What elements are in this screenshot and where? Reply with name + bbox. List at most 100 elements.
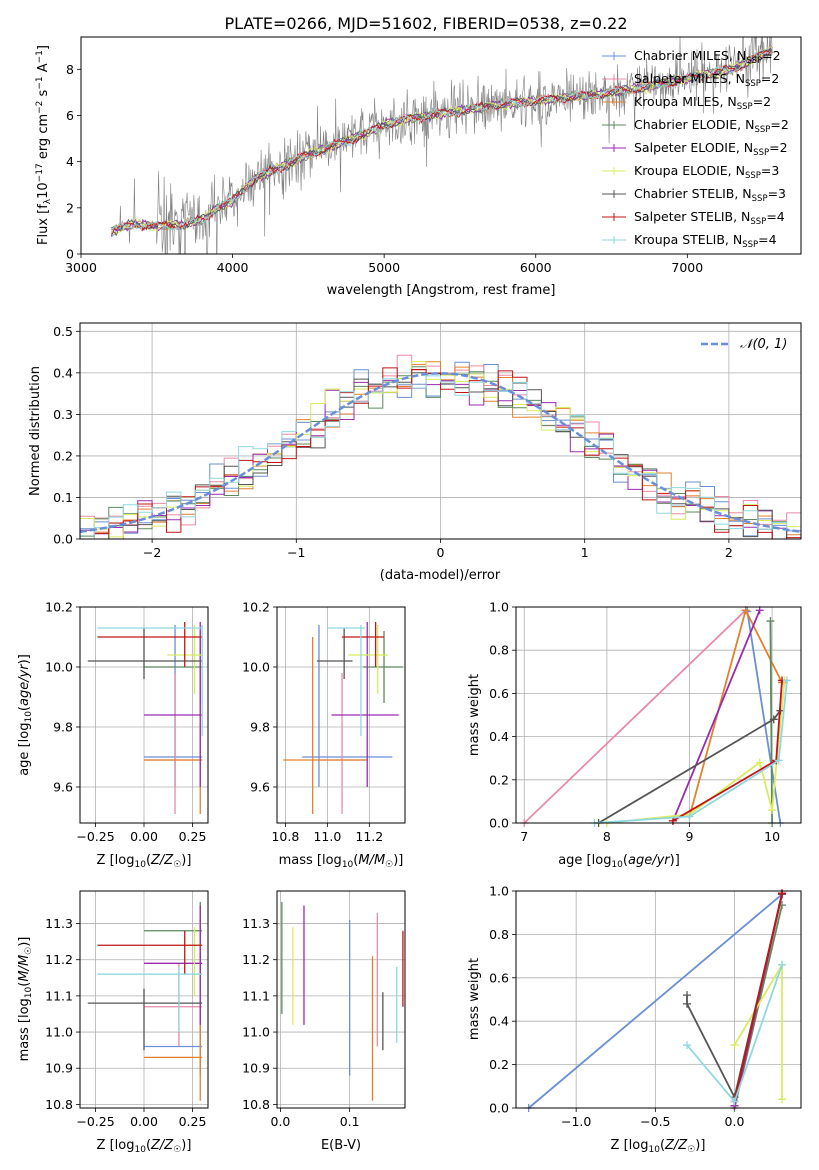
weight-marker-chabrier-elodie — [766, 617, 775, 626]
legend-entry-chabrier-miles: Chabrier MILES, NSSP=2 — [634, 48, 781, 66]
legend-subscript: SSP — [754, 125, 770, 135]
ebv-mass-plot: 0.0 0.1 10.8 10.9 11.0 11.1 11.2 11.3 E(B-V) — [242, 890, 406, 1153]
y-tick-label: 0.2 — [489, 1057, 509, 1072]
y-tick-label: 1.0 — [489, 600, 509, 615]
x-tick-label: 0.00 — [130, 1114, 158, 1129]
y-tick-label: 11.3 — [242, 916, 270, 931]
y-tick-label: 10.9 — [45, 1061, 73, 1076]
y-tick-label: 0.4 — [489, 729, 509, 744]
weight-marker-kroupa-stelib — [778, 960, 786, 969]
y-tick-label: 10.0 — [242, 660, 270, 675]
weight-line-salpeter-stelib — [733, 892, 783, 1102]
z-weight-plot: −1.0 −0.5 0.0 0.0 0.2 0.4 0.6 0.8 1.0 Z [log10(Z… — [467, 884, 802, 1155]
weight-marker-kroupa-stelib — [730, 1097, 739, 1106]
x-tick-label: 0.0 — [725, 1114, 745, 1129]
y-tick-label: 0.1 — [53, 490, 73, 505]
x-tick-label: 0.25 — [179, 1114, 207, 1129]
spectrum-xlabel: wavelength [Angstrom, rest frame] — [327, 283, 556, 298]
model-spectrum-kroupa-stelib — [111, 51, 773, 232]
errorbar-chabrier-elodie — [144, 631, 203, 703]
x-tick-label: 11.0 — [313, 829, 341, 844]
y-tick-label: 0.0 — [489, 816, 509, 831]
weight-marker-kroupa-stelib — [782, 676, 791, 685]
legend-entry-kroupa-miles: Kroupa MILES, NSSP=2 — [634, 94, 771, 112]
age-weight-ylabel: mass weight — [467, 674, 482, 756]
errorbar-salpeter-elodie — [144, 622, 203, 787]
legend-subscript: SSP — [753, 148, 769, 158]
weight-marker-kroupa-elodie — [730, 1041, 739, 1050]
x-tick-label: 0.1 — [340, 1114, 360, 1129]
weight-line-salpeter-miles — [523, 609, 747, 824]
x-tick-label: −0.25 — [76, 1114, 114, 1129]
legend-count: =2 — [770, 117, 788, 132]
histogram-kroupa-stelib — [80, 375, 801, 539]
y-tick-label: 10.8 — [242, 1097, 270, 1112]
errorbar-salpeter-stelib — [97, 930, 203, 975]
normal-curve — [79, 372, 802, 533]
legend-entry-chabrier-stelib: Chabrier STELIB, NSSP=3 — [634, 186, 786, 204]
legend-entry-salpeter-miles: Salpeter MILES, NSSP=2 — [634, 71, 779, 89]
y-tick-label: 2 — [66, 200, 74, 215]
x-tick-label: −2 — [143, 545, 161, 560]
errorbar-salpeter-elodie — [331, 622, 399, 787]
weight-line-kroupa-miles — [688, 607, 783, 817]
weight-marker-salpeter-elodie — [755, 606, 764, 615]
y-tick-label: 0.6 — [489, 686, 509, 701]
y-tick-label: 11.2 — [45, 952, 73, 967]
errorbar-kroupa-elodie — [348, 625, 389, 694]
legend-subscript: SSP — [742, 240, 758, 250]
errorbar-salpeter-miles — [144, 673, 203, 814]
weight-marker-kroupa-elodie — [768, 806, 777, 815]
legend-count: =2 — [769, 140, 787, 155]
errorbar-chabrier-miles — [144, 625, 203, 787]
legend-count: =3 — [761, 163, 779, 178]
errorbar-salpeter-stelib — [97, 622, 203, 667]
legend-subscript: SSP — [746, 56, 762, 66]
errorbar-chabrier-elodie — [144, 901, 203, 971]
errorbar-kroupa-miles — [283, 637, 368, 814]
y-tick-label: 11.2 — [242, 952, 270, 967]
weight-marker-chabrier-stelib — [683, 999, 691, 1008]
y-tick-label: 11.0 — [45, 1025, 73, 1040]
age-weight-plot: 7 8 9 10 0.0 0.2 0.4 0.6 0.8 1.0 age [log10(age/y… — [467, 600, 802, 870]
weight-marker-kroupa-elodie — [755, 758, 764, 767]
y-tick-label: 9.8 — [250, 720, 270, 735]
legend-count: =3 — [768, 186, 786, 201]
residual-histogram: −2 −1 0 1 2 0.0 0.1 0.2 0.3 0.4 0.5 (data-model)/e… — [28, 322, 802, 583]
errorbar-kroupa-stelib — [97, 966, 203, 1033]
y-tick-label: 0.8 — [489, 927, 509, 942]
weight-line-salpeter-elodie — [672, 609, 761, 822]
x-tick-label: 9 — [686, 829, 694, 844]
x-tick-label: 5000 — [368, 260, 400, 275]
z-weight-ylabel: mass weight — [467, 958, 482, 1040]
legend-count: =2 — [762, 48, 780, 63]
weight-marker-kroupa-stelib — [685, 812, 694, 821]
y-tick-label: 0.6 — [489, 970, 509, 985]
errorbar-salpeter-elodie — [144, 905, 203, 1025]
residual-xlabel: (data-model)/error — [380, 568, 501, 583]
errorbar-chabrier-miles — [144, 919, 203, 1076]
legend-count: =2 — [753, 94, 771, 109]
y-tick-label: 10.9 — [242, 1061, 270, 1076]
legend-entry-salpeter-stelib: Salpeter STELIB, NSSP=4 — [634, 209, 785, 227]
legend-count: =4 — [766, 209, 784, 224]
y-tick-label: 0.0 — [489, 1101, 509, 1116]
legend-count: =4 — [758, 232, 776, 247]
mass-age-xlabel: mass [log10(M/M☉)] — [279, 853, 404, 870]
x-tick-label: 8 — [603, 829, 611, 844]
y-tick-label: 0.5 — [53, 324, 73, 339]
figure-title: PLATE=0266, MJD=51602, FIBERID=0538, z=0… — [224, 14, 627, 33]
x-tick-label: 1 — [581, 545, 589, 560]
x-tick-label: 3000 — [65, 260, 97, 275]
spectrum-ylabel: Flux [fλ10−17 erg cm−2 s−1 A−1] — [35, 45, 53, 245]
y-tick-label: 0.8 — [489, 643, 509, 658]
legend-subscript: SSP — [737, 102, 753, 112]
errorbar-chabrier-stelib — [316, 628, 353, 679]
legend-entry-kroupa-stelib: Kroupa STELIB, NSSP=4 — [634, 232, 777, 250]
legend-entry-kroupa-elodie: Kroupa ELODIE, NSSP=3 — [634, 163, 779, 181]
z-mass-plot: −0.25 0.00 0.25 10.8 10.9 11.0 11.1 11.2 11.3 ma… — [17, 890, 209, 1155]
weight-marker-kroupa-stelib — [683, 1041, 691, 1050]
x-tick-label: −1 — [287, 545, 305, 560]
y-tick-label: 11.3 — [45, 916, 73, 931]
